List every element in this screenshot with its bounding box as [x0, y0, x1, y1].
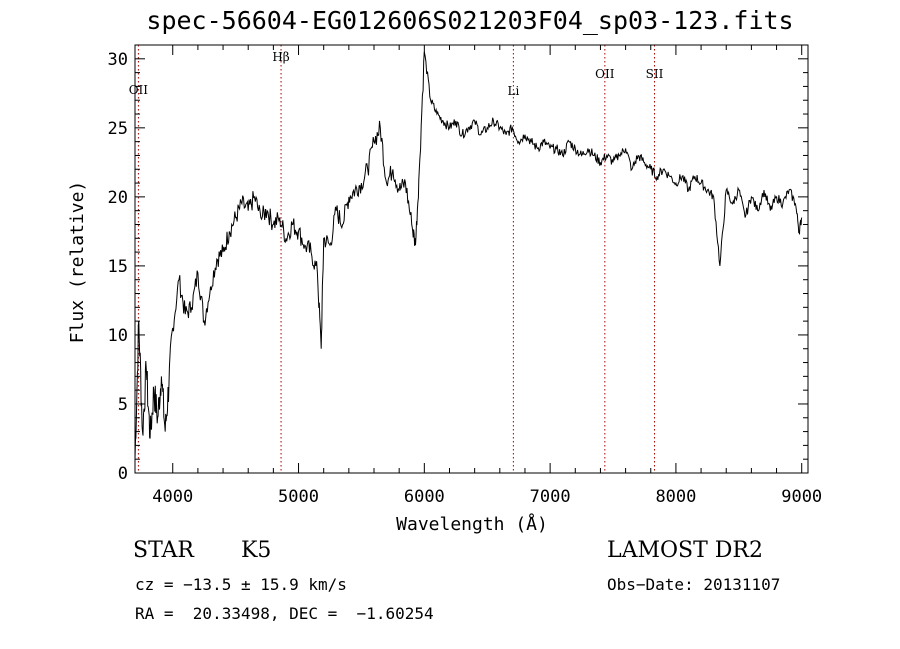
y-tick-label: 0: [118, 464, 128, 484]
x-tick-label: 4000: [152, 487, 193, 507]
x-axis-label: Wavelength (Å): [396, 513, 548, 535]
y-tick-label: 15: [108, 257, 128, 277]
x-tick-label: 9000: [781, 487, 822, 507]
redshift-velocity: cz = −13.5 ± 15.9 km/s: [135, 575, 347, 594]
spectral-line-markers: OII Hβ Li OII SII: [129, 45, 664, 473]
y-tick-label: 5: [118, 395, 128, 415]
y-tick-label: 25: [108, 119, 128, 139]
object-subclass: K5: [241, 538, 272, 563]
y-tick-label: 20: [108, 188, 128, 208]
spectral-line-label: Hβ: [272, 50, 289, 64]
axes: 4000 5000 6000 7000 8000 9000 0 5 10 15 20 25 30: [108, 44, 822, 507]
y-axis-label: Flux (relative): [67, 181, 88, 344]
plot-frame: [134, 44, 809, 474]
chart-title: spec-56604-EG012606S021203F04_sp03-123.f…: [146, 6, 794, 35]
spectral-line-label: SII: [646, 67, 664, 81]
x-tick-label: 6000: [404, 487, 445, 507]
y-tick-label: 10: [108, 326, 128, 346]
coordinates: RA = 20.33498, DEC = −1.60254: [135, 604, 434, 623]
spectral-line-label: OII: [129, 83, 149, 97]
spectral-line-label: Li: [507, 84, 519, 98]
x-tick-label: 8000: [655, 487, 696, 507]
y-tick-label: 30: [108, 50, 128, 70]
object-class: STAR: [133, 538, 194, 563]
spectral-line-label: OII: [595, 67, 615, 81]
obs-date: Obs−Date: 20131107: [607, 575, 781, 594]
x-tick-label: 5000: [278, 487, 319, 507]
x-tick-label: 7000: [530, 487, 571, 507]
survey-name: LAMOST DR2: [607, 538, 763, 563]
spectrum-series-line: [134, 51, 803, 460]
